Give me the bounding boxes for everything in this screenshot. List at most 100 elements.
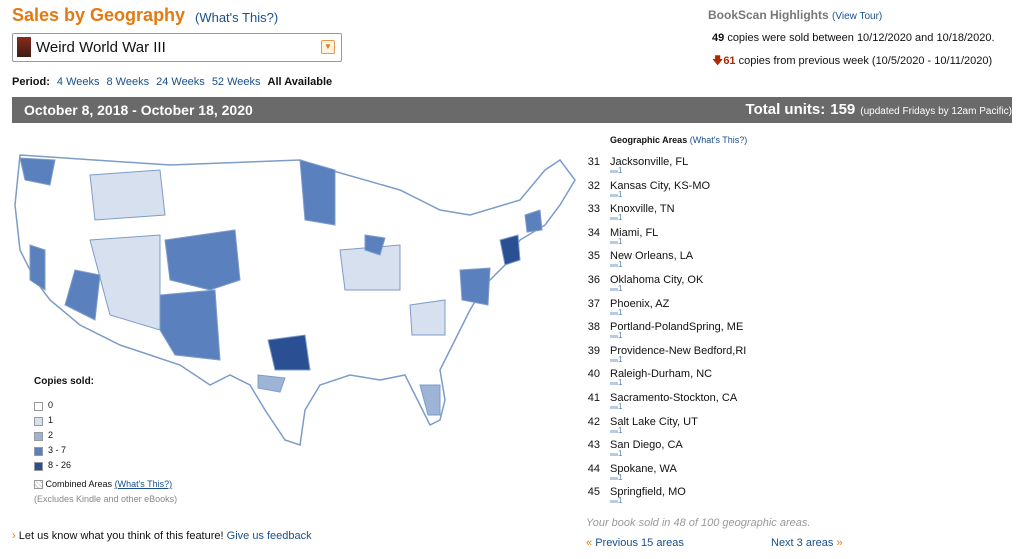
period-selector: Period: 4 Weeks 8 Weeks 24 Weeks 52 Weeks Al…	[12, 76, 332, 88]
area-row: 41 Sacramento-Stockton, CA 1	[578, 392, 778, 414]
previous-text: copies from previous week (10/5/2020 - 1…	[738, 55, 993, 67]
map-region[interactable]	[524, 209, 543, 233]
map-region[interactable]	[267, 334, 311, 371]
area-rank: 33	[587, 203, 600, 216]
book-title: Weird World War III	[36, 39, 166, 56]
period-option[interactable]: All Available	[267, 76, 333, 88]
area-copies: 1	[618, 449, 623, 459]
area-row: 32 Kansas City, KS-MO 1	[578, 180, 778, 202]
area-rank: 39	[587, 344, 600, 357]
combined-swatch	[34, 480, 43, 490]
next-arrow: »	[836, 537, 843, 549]
area-rank: 40	[587, 368, 600, 381]
map-region[interactable]	[164, 229, 241, 291]
map-region[interactable]	[364, 234, 386, 256]
map-region[interactable]	[29, 244, 46, 291]
legend-title: Copies sold:	[34, 376, 95, 387]
legend-swatch	[34, 447, 43, 456]
area-row: 40 Raleigh-Durham, NC 1	[578, 368, 778, 390]
combined-link[interactable]: (What's This?)	[114, 479, 173, 489]
help-link[interactable]: (What's This?)	[195, 10, 279, 25]
area-bar	[610, 193, 618, 197]
map-region[interactable]	[89, 169, 166, 221]
feedback-text: Let us know what you think of this featu…	[18, 530, 224, 542]
map-region[interactable]	[257, 374, 286, 393]
legend-label: 0	[48, 400, 54, 410]
area-bar	[610, 476, 618, 480]
map-region[interactable]	[19, 157, 56, 186]
area-rank: 43	[587, 439, 600, 452]
map-outline	[14, 154, 576, 446]
area-rank: 41	[587, 392, 600, 404]
area-rank: 35	[587, 250, 600, 263]
prev-link[interactable]: « Previous 15 areas	[586, 537, 684, 549]
map-region[interactable]	[419, 384, 441, 416]
total-value: 159	[830, 101, 856, 118]
total-label: Total units:	[745, 101, 826, 118]
area-rank: 38	[587, 321, 600, 334]
area-rank: 34	[587, 226, 600, 239]
area-copies: 1	[618, 425, 623, 435]
map-region[interactable]	[159, 289, 221, 361]
area-copies: 1	[618, 378, 623, 388]
date-range: October 8, 2018 - October 18, 2020	[24, 102, 253, 118]
area-copies: 1	[618, 354, 623, 364]
map-region[interactable]	[499, 234, 521, 266]
map-region[interactable]	[409, 299, 446, 336]
next-link[interactable]: Next 3 areas »	[771, 537, 843, 549]
period-option[interactable]: 52 Weeks	[211, 76, 261, 88]
area-name: Jacksonville, FL	[610, 156, 689, 168]
page-title: Sales by Geography	[12, 5, 186, 25]
area-copies: 1	[618, 402, 623, 411]
legend-label: 8 - 26	[48, 460, 72, 470]
area-copies: 1	[618, 331, 623, 341]
area-bar	[610, 288, 618, 291]
us-map	[14, 154, 576, 446]
highlight-copies: 49 copies were sold between 10/12/2020 a…	[712, 32, 995, 44]
areas-heading: Geographic Areas (What's This?)	[610, 135, 747, 145]
area-name: Miami, FL	[610, 226, 659, 239]
feedback-link[interactable]: Give us feedback	[226, 530, 312, 542]
period-label: Period:	[12, 76, 50, 88]
legend-swatch	[34, 432, 43, 441]
dropdown-arrow: ▼	[321, 40, 335, 54]
areas-help[interactable]: (What's This?)	[689, 135, 748, 145]
banner	[12, 97, 1012, 123]
book-dropdown[interactable]: ▼	[12, 33, 342, 62]
period-option[interactable]: 24 Weeks	[156, 76, 205, 88]
period-option[interactable]: 4 Weeks	[56, 76, 100, 88]
area-copies: 1	[618, 213, 623, 223]
area-rank: 42	[587, 415, 600, 428]
prev-text: Previous 15 areas	[595, 537, 684, 549]
legend-label: 2	[48, 430, 54, 440]
period-option[interactable]: 8 Weeks	[106, 76, 150, 88]
area-bar	[610, 335, 618, 339]
tour-link[interactable]: (View Tour)	[832, 11, 883, 22]
copies-number: 49	[712, 32, 725, 44]
legend-swatch	[34, 417, 43, 426]
combined-label: Combined Areas	[45, 479, 113, 489]
area-name: Phoenix, AZ	[610, 297, 670, 310]
area-copies: 1	[618, 496, 623, 506]
legend-combined: Combined Areas (What's This?)	[34, 479, 173, 490]
area-row: 42 Salt Lake City, UT 1	[578, 416, 778, 438]
next-text: Next 3 areas	[771, 537, 834, 549]
map-region[interactable]	[64, 269, 101, 321]
area-copies: 1	[618, 166, 623, 175]
area-rank: 45	[587, 486, 600, 499]
area-copies: 1	[618, 236, 623, 246]
area-name: Raleigh-Durham, NC	[610, 368, 713, 381]
area-row: 43 San Diego, CA 1	[578, 439, 778, 461]
area-copies: 1	[618, 284, 623, 293]
area-name: San Diego, CA	[610, 439, 683, 452]
area-name: Salt Lake City, UT	[610, 415, 698, 428]
area-rank: 44	[587, 462, 600, 475]
map-region[interactable]	[299, 159, 336, 226]
area-name: Kansas City, KS-MO	[610, 179, 711, 192]
map-region[interactable]	[459, 267, 491, 306]
areas-summary: Your book sold in 48 of 100 geographic a…	[586, 517, 811, 529]
area-row: 45 Springfield, MO 1	[578, 486, 778, 508]
area-copies: 1	[618, 189, 623, 199]
copies-text: copies were sold between 10/12/2020 and …	[727, 32, 995, 44]
